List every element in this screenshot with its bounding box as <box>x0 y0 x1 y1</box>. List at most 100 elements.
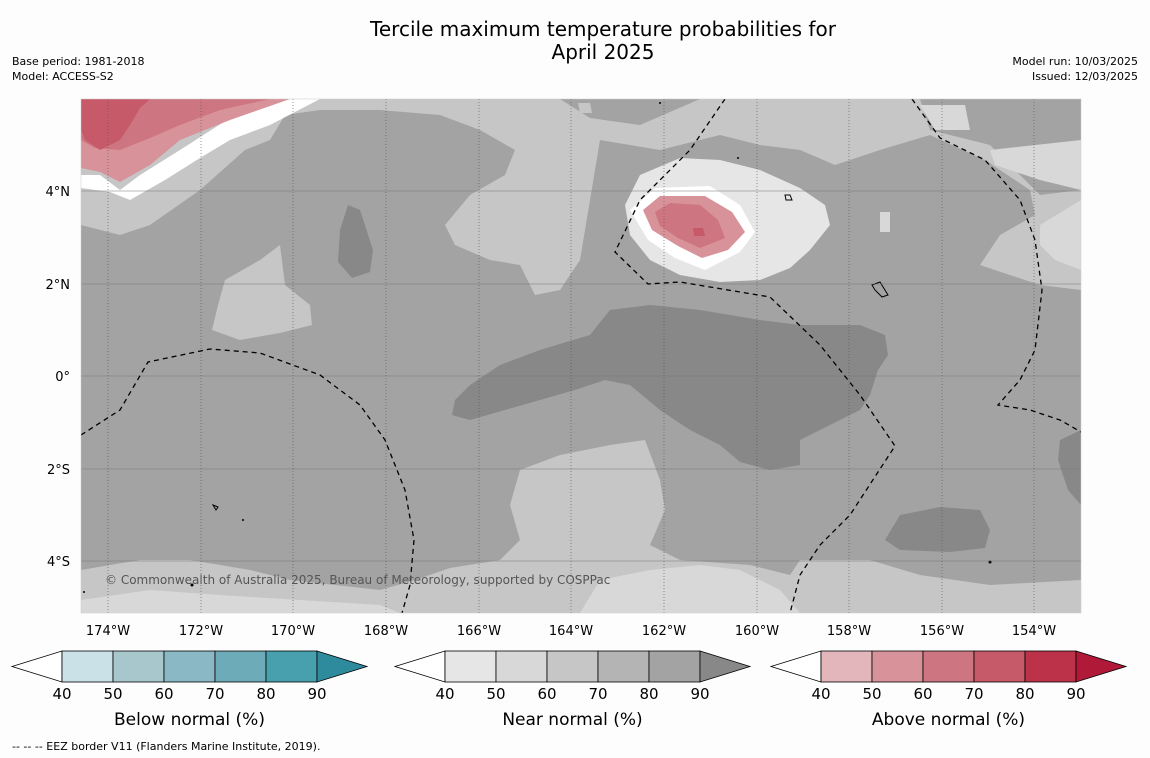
lon-label: 158°W <box>827 624 871 639</box>
model-run-date: Model run: 10/03/2025 <box>1012 55 1138 68</box>
island-outline <box>871 281 889 298</box>
colorbar-tick-label: 50 <box>103 685 122 703</box>
colorbar: 40 50 60 70 80 90 Below normal (%) <box>10 650 369 730</box>
near-normal-light-region-south <box>81 440 1081 613</box>
colorbar-tick-label: 60 <box>537 685 556 703</box>
colorbar-tick-label: 60 <box>913 685 932 703</box>
above-normal-nw-70-core <box>81 99 150 150</box>
lat-label: 2°S <box>47 463 70 478</box>
eez-borders <box>81 99 1081 613</box>
colorbar-tick-label: 80 <box>639 685 658 703</box>
colorbar-segment <box>973 650 1026 683</box>
near-normal-dark-patch-nw <box>338 205 373 278</box>
colorbar-tick-label: 50 <box>862 685 881 703</box>
colorbar-segment <box>444 650 497 683</box>
eez-footnote: -- -- -- EEZ border V11 (Flanders Marine… <box>12 740 321 753</box>
lon-label: 160°W <box>735 624 779 639</box>
colorbar-tick-label: 60 <box>154 685 173 703</box>
island-outline <box>211 503 219 511</box>
eez-border-east <box>911 99 1081 433</box>
island-dot <box>190 583 194 587</box>
lon-label: 172°W <box>179 624 223 639</box>
base-period: Base period: 1981-2018 <box>12 55 145 68</box>
island-dot <box>242 519 244 521</box>
colorbar-tick-label: 80 <box>1015 685 1034 703</box>
lon-label: 170°W <box>271 624 315 639</box>
colorbar-segment <box>112 650 165 683</box>
meta-right: Model run: 10/03/2025 Issued: 12/03/2025 <box>1012 54 1138 84</box>
lat-label: 2°N <box>46 278 71 293</box>
near-normal-lighter-patch-n <box>920 105 970 130</box>
colorbar: 40 50 60 70 80 90 Above normal (%) <box>769 650 1128 730</box>
colorbar-segment <box>546 650 599 683</box>
colorbar-segment <box>214 650 267 683</box>
colorbar-segment <box>871 650 924 683</box>
colorbar-segment <box>495 650 548 683</box>
above-normal-60-region <box>655 203 725 248</box>
lon-label: 156°W <box>920 624 964 639</box>
near-normal-lighter-region-sw <box>81 590 400 613</box>
colorbar-segment <box>265 650 318 683</box>
lat-label: 4°N <box>46 185 71 200</box>
colorbar-tick-label: 70 <box>205 685 224 703</box>
above-normal-70-core <box>693 228 705 236</box>
colorbar-extension-high <box>316 650 369 683</box>
colorbar-tick-label: 70 <box>588 685 607 703</box>
colorbar-segment <box>922 650 975 683</box>
colorbar-label: Near normal (%) <box>502 710 642 730</box>
island-outline <box>784 194 793 201</box>
meta-left: Base period: 1981-2018 Model: ACCESS-S2 <box>12 54 144 84</box>
colorbar-segment <box>820 650 873 683</box>
colorbar-tick-label: 40 <box>52 685 71 703</box>
gridlines <box>81 99 1081 613</box>
colorbar-label: Below normal (%) <box>114 710 265 730</box>
colorbar: 40 50 60 70 80 90 Near normal (%) <box>393 650 752 730</box>
eez-border-west <box>81 348 415 613</box>
near-normal-lighter-patch-ne <box>990 140 1081 190</box>
island-dot <box>83 591 85 593</box>
title-line-1: Tercile maximum temperature probabilitie… <box>370 17 836 41</box>
lon-label: 168°W <box>364 624 408 639</box>
colorbar-segment <box>648 650 701 683</box>
colorbar-tick-label: 40 <box>811 685 830 703</box>
near-normal-light-region-north <box>81 99 1081 295</box>
map-frame <box>80 98 1082 614</box>
copyright-text: © Commonwealth of Australia 2025, Bureau… <box>105 573 610 587</box>
colorbar-tick-label: 50 <box>486 685 505 703</box>
colorbar-segment <box>61 650 114 683</box>
colorbar-extension-low <box>769 650 822 683</box>
lon-label: 154°W <box>1012 624 1056 639</box>
above-normal-nw-outline <box>81 99 320 200</box>
issued-date: Issued: 12/03/2025 <box>1031 70 1138 83</box>
island-dot <box>737 157 739 159</box>
lon-label: 174°W <box>86 624 130 639</box>
near-normal-dark-patch-east <box>1058 430 1081 505</box>
lat-axis-labels: 4°N 2°N 0° 2°S 4°S <box>46 185 71 570</box>
colorbar-tick-label: 90 <box>307 685 326 703</box>
lat-label: 0° <box>55 370 70 385</box>
near-normal-dark-patch-se <box>885 507 990 552</box>
near-normal-lighter-region-se <box>580 565 800 613</box>
colorbar-tick-label: 70 <box>964 685 983 703</box>
title-line-2: April 2025 <box>551 40 655 64</box>
lon-label: 162°W <box>642 624 686 639</box>
near-normal-dark-region-equatorial <box>452 305 888 470</box>
colorbar-segment <box>163 650 216 683</box>
colorbar-extension-low <box>393 650 446 683</box>
near-normal-lighter-speck-a <box>880 212 890 232</box>
colorbar-segment <box>597 650 650 683</box>
lat-label: 4°S <box>47 555 70 570</box>
colorbar-tick-label: 40 <box>435 685 454 703</box>
lon-axis-labels: 174°W 172°W 170°W 168°W 166°W 164°W 162°… <box>86 624 1056 639</box>
colorbar-extension-high <box>1075 650 1128 683</box>
near-normal-lighter-speck-b <box>578 103 592 113</box>
probability-field <box>81 99 1081 613</box>
colorbar-extension-low <box>10 650 63 683</box>
colorbar-tick-label: 80 <box>256 685 275 703</box>
map-title: Tercile maximum temperature probabilitie… <box>0 18 1150 64</box>
lon-label: 164°W <box>549 624 593 639</box>
colorbar-label: Above normal (%) <box>872 710 1025 730</box>
island-dot <box>659 102 661 104</box>
colorbar-group: 40 50 60 70 80 90 Below normal (%) 40 50 60 70 80 90… <box>10 650 1128 730</box>
